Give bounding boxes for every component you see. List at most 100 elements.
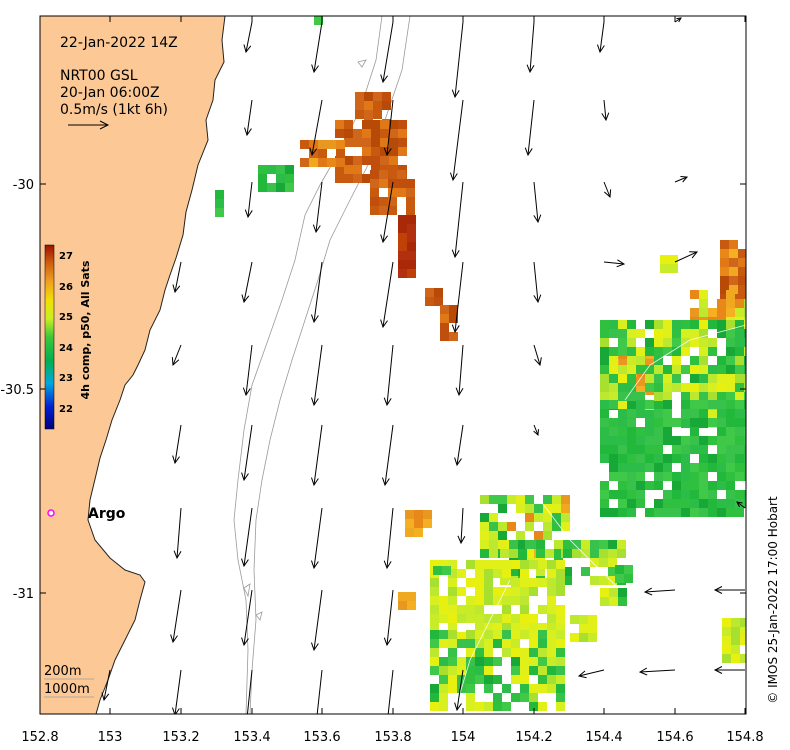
x-tick-label: 153.2 [162, 730, 199, 745]
sst-pixel [373, 92, 382, 101]
sst-pixel [663, 472, 672, 481]
sst-pixel [398, 242, 407, 251]
sst-pixel [627, 409, 636, 418]
sst-pixel [373, 110, 382, 119]
sst-pixel [708, 400, 717, 409]
sst-pixel [717, 445, 726, 454]
sst-pixel [434, 288, 443, 297]
sst-pixel [744, 418, 746, 427]
sst-pixel [398, 215, 407, 224]
current-arrow [313, 589, 323, 651]
sst-pixel [681, 383, 690, 392]
sst-pixel [690, 418, 699, 427]
sst-pixel [672, 490, 681, 499]
sst-pixel [681, 347, 690, 356]
sst-pixel [380, 120, 389, 129]
sst-pixel [529, 623, 538, 632]
sst-pixel [726, 365, 735, 374]
sst-pixel [406, 188, 415, 197]
x-tick-label: 154 [451, 730, 476, 745]
sst-pixel [525, 504, 534, 513]
sst-pixel [511, 675, 520, 684]
sst-pixel [543, 495, 552, 504]
current-arrow [247, 181, 253, 218]
sst-pixel [720, 285, 729, 294]
sst-pixel [556, 702, 565, 711]
sst-pixel [744, 400, 746, 409]
current-arrow [243, 507, 253, 567]
sst-pixel [618, 588, 627, 597]
sst-pixel [663, 320, 672, 329]
sst-pixel [608, 576, 617, 585]
sst-pixel [654, 347, 663, 356]
sst-pixel [502, 630, 511, 639]
sst-pixel [699, 374, 708, 383]
current-arrow [533, 261, 539, 303]
sst-pixel [362, 174, 371, 183]
sst-pixel [509, 567, 518, 576]
sst-pixel [681, 463, 690, 472]
sst-pixel [414, 528, 423, 537]
sst-pixel [398, 251, 407, 260]
sst-pixel [672, 320, 681, 329]
sst-pixel [699, 454, 708, 463]
sst-pixel [699, 490, 708, 499]
sst-pixel [466, 630, 475, 639]
sst-pixel [744, 329, 746, 338]
sst-pixel [690, 338, 699, 347]
sst-pixel [738, 285, 746, 294]
sst-pixel [717, 427, 726, 436]
sst-pixel [543, 522, 552, 531]
sst-pixel [645, 383, 654, 392]
sst-pixel [744, 392, 746, 401]
sst-pixel [699, 299, 708, 308]
current-arrow [316, 669, 323, 714]
sst-pixel [397, 188, 406, 197]
sst-pixel [600, 392, 609, 401]
x-tick-label: 154.4 [585, 730, 622, 745]
sst-pixel [379, 197, 388, 206]
colorbar-tick: 24 [59, 343, 73, 354]
sst-pixel [556, 587, 565, 596]
sst-pixel [717, 508, 726, 517]
sst-pixel [570, 633, 579, 642]
sst-pixel [493, 693, 502, 702]
current-arrow [315, 181, 323, 233]
sst-pixel [538, 623, 547, 632]
sst-pixel [561, 513, 570, 522]
sst-pixel [371, 138, 380, 147]
sst-pixel [618, 445, 627, 454]
sst-pixel [502, 614, 511, 623]
argo-marker[interactable] [47, 509, 55, 517]
current-arrow [245, 21, 253, 53]
sst-pixel [618, 392, 627, 401]
sst-pixel [740, 636, 746, 645]
sst-pixel [717, 308, 726, 317]
x-tick-label: 153 [98, 730, 123, 745]
current-arrow [243, 261, 253, 303]
sst-pixel [609, 320, 618, 329]
sst-pixel [600, 320, 609, 329]
sst-pixel [430, 684, 439, 693]
sst-pixel [493, 702, 502, 711]
sst-pixel [663, 427, 672, 436]
sst-pixel [336, 158, 345, 167]
sst-pixel [735, 374, 744, 383]
sst-pixel [690, 508, 699, 517]
sst-pixel [215, 208, 224, 217]
sst-pixel [276, 165, 285, 174]
sst-pixel [690, 481, 699, 490]
sst-pixel [663, 418, 672, 427]
sst-pixel [600, 454, 609, 463]
sst-pixel [538, 639, 547, 648]
sst-pixel [439, 693, 448, 702]
sst-pixel [520, 623, 529, 632]
current-arrow [674, 17, 682, 23]
sst-pixel [407, 224, 416, 233]
current-arrow [246, 669, 253, 714]
sst-pixel [547, 614, 556, 623]
sst-pixel [484, 684, 493, 693]
sst-pixel [547, 639, 556, 648]
sst-pixel [493, 639, 502, 648]
